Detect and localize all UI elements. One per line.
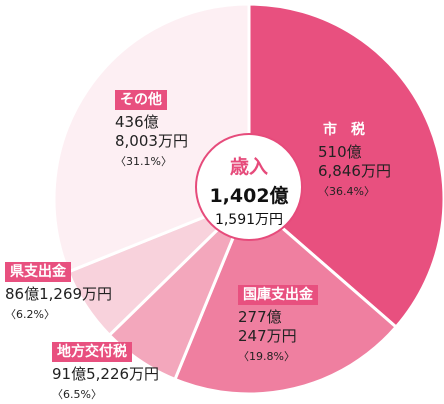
- slice-percent-prefectural-disbursement: 〈6.2%〉: [5, 307, 55, 321]
- slice-amount-other-2: 8,003万円: [115, 131, 188, 150]
- pie-slice-city-tax: [247, 2, 444, 330]
- slice-tag-city-tax: 市 税: [318, 120, 370, 140]
- slice-label-city-tax: 市 税 510億 6,846万円 〈36.4%〉: [318, 120, 391, 200]
- center-total-line1: 1,402億: [209, 185, 289, 207]
- slice-tag-prefectural-disbursement: 県支出金: [5, 262, 71, 282]
- slice-tag-national-treasury: 国庫支出金: [238, 285, 318, 305]
- slice-amount-city-tax-2: 6,846万円: [318, 161, 391, 180]
- slice-label-local-allocation-tax: 地方交付税 91億5,226万円 〈6.5%〉: [52, 342, 159, 403]
- center-total-line2: 1,591万円: [214, 212, 284, 228]
- slice-amount-prefectural-disbursement: 86億1,269万円: [5, 285, 113, 303]
- slice-label-prefectural-disbursement: 県支出金 86億1,269万円 〈6.2%〉: [5, 262, 112, 323]
- center-title: 歳入: [229, 156, 268, 178]
- slice-tag-local-allocation-tax: 地方交付税: [52, 342, 132, 362]
- slice-tag-other: その他: [115, 90, 167, 110]
- slice-label-other: その他 436億 8,003万円 〈31.1%〉: [115, 90, 188, 170]
- slice-amount-local-allocation-tax: 91億5,226万円: [52, 365, 160, 383]
- slice-label-national-treasury: 国庫支出金 277億 247万円 〈19.8%〉: [238, 285, 318, 365]
- slice-percent-city-tax: 〈36.4%〉: [318, 184, 375, 198]
- slice-amount-national-treasury-1: 277億: [238, 308, 282, 326]
- slice-amount-other-1: 436億: [115, 113, 159, 131]
- slice-amount-national-treasury-2: 247万円: [238, 326, 297, 345]
- center-label: 歳入 1,402億 1,591万円: [196, 134, 302, 240]
- slice-percent-other: 〈31.1%〉: [115, 154, 172, 168]
- slice-percent-national-treasury: 〈19.8%〉: [238, 349, 295, 363]
- slice-percent-local-allocation-tax: 〈6.5%〉: [52, 387, 102, 401]
- slice-amount-city-tax-1: 510億: [318, 143, 362, 161]
- center-circle: [195, 133, 303, 241]
